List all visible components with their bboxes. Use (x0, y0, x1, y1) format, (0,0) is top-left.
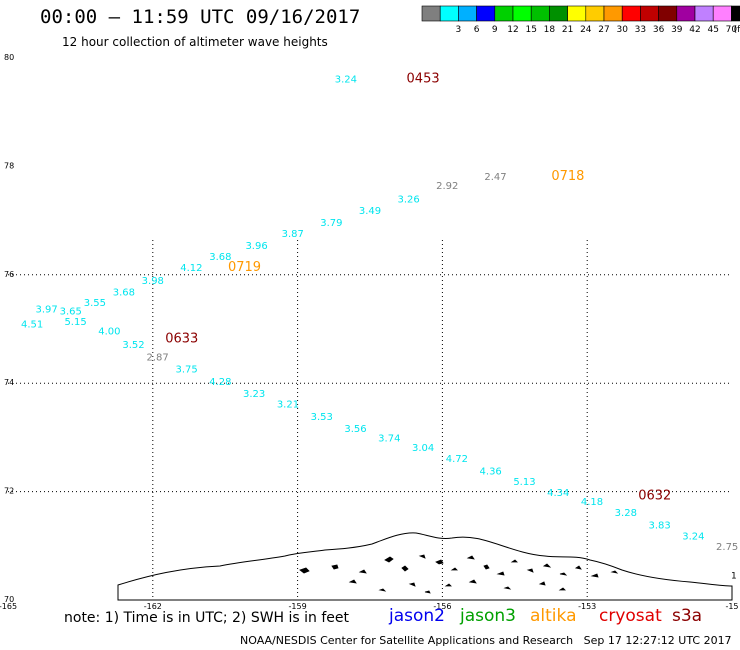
wave-height-label: 3.98 (142, 276, 164, 287)
legend-label: 24 (580, 25, 592, 35)
wave-height-label: 3.24 (335, 74, 357, 85)
wave-height-label: 3.56 (344, 424, 366, 435)
legend-label: 27 (598, 25, 609, 35)
lat-tick-label: 78 (4, 161, 14, 170)
wave-height-label: 2.87 (146, 352, 168, 363)
figure-subtitle: 12 hour collection of altimeter wave hei… (62, 35, 328, 49)
wave-height-label: 3.21 (277, 400, 299, 411)
lat-tick-label: 80 (4, 53, 14, 62)
wave-height-observations: 3.24 2.47 2.92 3.26 3.49 3.79 3.87 3.96 3.68 4.12… (21, 74, 738, 553)
wave-height-label: 4.12 (180, 263, 202, 274)
map-plot-area: 80 78 76 74 72 70-165 -162 -159 -156 -153 -15 1 3.24… (0, 53, 739, 611)
footer-timestamp: Sep 17 12:27:12 UTC 2017 (583, 634, 732, 647)
legend-label: 12 (507, 25, 518, 35)
legend-label: 9 (492, 25, 498, 35)
wave-height-label: 4.28 (209, 377, 231, 388)
footnote: note: 1) Time is in UTC; 2) SWH is in fe… (64, 610, 350, 626)
lat-tick-label: 70 (4, 595, 14, 604)
wave-height-label: 4.00 (98, 326, 120, 337)
wave-height-label: 3.52 (122, 340, 144, 351)
wave-height-label: 3.79 (320, 218, 342, 229)
legend-label: 33 (635, 25, 646, 35)
wave-height-label: 2.75 (716, 542, 738, 553)
legend-label: 3 (456, 25, 462, 35)
pass-time-label: 0633 (165, 332, 198, 347)
legend-label: 30 (616, 25, 628, 35)
wave-height-label: 3.53 (311, 412, 333, 423)
wave-height-label: 3.83 (648, 520, 670, 531)
legend-label: 36 (653, 25, 665, 35)
lat-tick-label: 74 (4, 378, 14, 387)
wave-height-label: 3.68 (113, 287, 135, 298)
lon-tick-label: -15 (725, 602, 738, 611)
legend-label: 39 (671, 25, 683, 35)
wave-height-label: 3.74 (378, 434, 400, 445)
wave-height-label: 4.36 (480, 466, 502, 477)
wave-height-label: 3.65 (60, 306, 82, 317)
lon-tick-label: -162 (144, 602, 162, 611)
wave-height-label: 5.13 (513, 477, 535, 488)
pass-time-labels: 045307180719063306320631 (165, 71, 671, 504)
legend-label: 42 (689, 25, 700, 35)
wave-height-label: 3.75 (175, 364, 197, 375)
legend-label: 18 (544, 25, 556, 35)
lon-tick-label: -153 (578, 602, 596, 611)
pass-time-label: 0632 (638, 489, 671, 504)
legend-label: 15 (525, 25, 536, 35)
legend-label: 45 (707, 25, 718, 35)
graticule (8, 240, 732, 600)
legend-label: 6 (474, 25, 480, 35)
wave-height-label: 3.55 (84, 298, 106, 309)
satellite-altika: altika (530, 606, 577, 626)
wave-height-label: 4.51 (21, 319, 43, 330)
footer-credit: NOAA/NESDIS Center for Satellite Applica… (240, 634, 732, 647)
wave-height-label: 3.97 (35, 305, 57, 316)
lat-tick-label: 76 (4, 270, 14, 279)
wave-height-label: 3.28 (615, 508, 637, 519)
wave-height-label: 3.49 (359, 206, 381, 217)
edge-mark: 1 (731, 571, 737, 581)
alaska-coastline (117, 532, 733, 601)
satellite-jason2: jason2 (389, 606, 445, 626)
wave-height-label: 2.92 (436, 181, 458, 192)
wave-height-label: 4.34 (547, 488, 569, 499)
lon-tick-label: -156 (433, 602, 451, 611)
wave-height-label: 3.23 (243, 389, 265, 400)
wave-height-label: 3.26 (397, 195, 419, 206)
pass-time-label: 0718 (551, 169, 584, 184)
lon-tick-label: -159 (289, 602, 307, 611)
wave-height-label: 2.47 (484, 172, 506, 183)
pass-time-label: 0453 (407, 71, 440, 86)
wave-height-label: 3.96 (245, 241, 267, 252)
footer-org: NOAA/NESDIS Center for Satellite Applica… (240, 634, 574, 647)
legend-label: 21 (562, 25, 573, 35)
lon-tick-label: -165 (0, 602, 17, 611)
pass-time-label: 0719 (228, 260, 261, 275)
wave-height-label: 4.18 (581, 497, 603, 508)
wave-height-label: 3.04 (412, 443, 434, 454)
legend-unit: (ft) (734, 25, 740, 35)
wave-height-label: 5.15 (64, 317, 86, 328)
wave-height-label: 3.68 (209, 252, 231, 263)
satellite-jason3: jason3 (460, 606, 516, 626)
legend-label: 70 (726, 25, 738, 35)
figure-title: 00:00 – 11:59 UTC 09/16/2017 (40, 6, 361, 28)
satellite-cryosat: cryosat (599, 606, 662, 626)
wave-height-label: 3.87 (282, 229, 304, 240)
legend-swatch (731, 5, 740, 22)
satellite-s3a: s3a (672, 606, 703, 626)
wave-height-label: 3.24 (682, 531, 704, 542)
lat-tick-label: 72 (4, 487, 14, 496)
wave-height-label: 4.72 (446, 454, 468, 465)
